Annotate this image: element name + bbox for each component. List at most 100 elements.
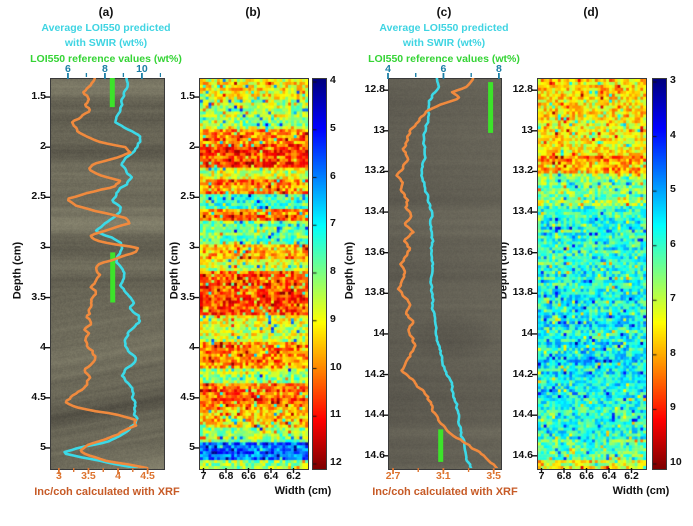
tick-b-depth: 2 (189, 140, 195, 153)
tick-d-depth: 14 (521, 326, 533, 339)
panel-c-xlabel-xrf: Inc/coh calculated with XRF (372, 486, 518, 498)
tick-b-depth: 5 (189, 440, 195, 453)
tick-d-width: 6.4 (601, 470, 617, 482)
panel-d-letter: (d) (583, 5, 599, 19)
loi550-reference-bar (438, 429, 444, 462)
axis-ticks-d (532, 89, 633, 473)
tick-c-depth: 13 (373, 123, 385, 136)
plot-overlay-c (383, 73, 500, 474)
tick-a-depth: 4.5 (31, 390, 46, 403)
loi550-reference-bar (488, 82, 494, 133)
tick-b-width: 6.8 (218, 470, 234, 482)
tick-c-depth: 14.4 (364, 408, 385, 421)
tick-b-colorbar: 8 (330, 265, 336, 277)
panel-b-xlabel-width: Width (cm) (274, 485, 332, 497)
tick-b-colorbar: 9 (330, 312, 336, 325)
predicted-loi550-line (420, 78, 473, 468)
tick-a-depth: 2 (40, 140, 46, 153)
tick-d-depth: 13.8 (512, 286, 533, 299)
tick-d-depth: 14.4 (512, 408, 533, 421)
axis-ticks-b (194, 96, 295, 473)
panel-a-letter: (a) (98, 5, 114, 19)
panel-c-title-predicted-line2: with SWIR (wt%) (402, 37, 486, 49)
tick-c-top: 6 (440, 63, 447, 75)
tick-a-top: 10 (136, 63, 148, 75)
panel-c-letter: (c) (436, 5, 452, 19)
tick-b-depth: 3 (189, 240, 195, 253)
tick-b-depth: 2.5 (180, 190, 195, 203)
plot-overlay-a (45, 73, 162, 474)
tick-c-depth: 14 (373, 326, 385, 339)
tick-c-depth: 14.6 (364, 448, 385, 461)
tick-a-depth: 1.5 (31, 90, 46, 103)
tick-d-colorbar: 9 (670, 401, 676, 414)
tick-d-colorbar: 7 (670, 292, 676, 305)
inc-coh-xrf-line (64, 78, 149, 468)
tick-a-bottom: 4.5 (140, 470, 155, 482)
tick-d-colorbar: 6 (670, 237, 676, 250)
tick-b-colorbar: 12 (330, 456, 342, 468)
plot-series-group-a (63, 78, 149, 468)
tick-d-depth: 13 (521, 123, 533, 136)
loi550-reference-bar (109, 78, 115, 108)
plot-series-group-c (395, 78, 498, 468)
tick-b-depth: 1.5 (180, 90, 195, 103)
panel-a-title-predicted-line2: with SWIR (wt%) (64, 37, 148, 49)
tick-d-depth: 13.4 (512, 205, 533, 218)
colorbar-b (312, 78, 327, 470)
tick-c-depth: 13.4 (364, 205, 385, 218)
tick-a-top: 6 (65, 63, 71, 75)
tick-a-depth: 2.5 (31, 190, 46, 203)
tick-d-depth: 13.2 (512, 164, 533, 177)
tick-a-depth: 5 (40, 440, 46, 453)
tick-d-width: 7 (538, 470, 545, 482)
tick-b-colorbar: 10 (330, 360, 342, 373)
tick-b-width: 6.2 (286, 470, 301, 482)
inc-coh-xrf-line (395, 78, 498, 468)
tick-d-depth: 12.8 (512, 83, 533, 96)
tick-d-colorbar: 4 (670, 128, 676, 141)
tick-b-depth: 4.5 (180, 390, 195, 403)
panel-a-ylabel: Depth (cm) (11, 241, 24, 300)
tick-a-top: 8 (102, 63, 108, 75)
tick-c-depth: 13.6 (364, 245, 385, 258)
heatmap-b (199, 78, 309, 470)
tick-c-top: 4 (385, 63, 391, 75)
tick-b-width: 6.4 (263, 470, 279, 482)
tick-c-depth: 12.8 (364, 83, 385, 96)
tick-b-colorbar: 5 (330, 121, 336, 134)
panel-a-title-predicted-line1: Average LOI550 predicted (41, 22, 171, 34)
panel-c-title-reference: LOI550 reference values (wt%) (368, 53, 520, 65)
panel-a-xlabel-xrf: Inc/coh calculated with XRF (34, 486, 180, 498)
tick-d-colorbar: 10 (670, 456, 682, 468)
tick-a-bottom: 3 (55, 470, 62, 482)
tick-d-depth: 14.6 (512, 448, 533, 461)
tick-d-width: 6.8 (556, 470, 572, 482)
tick-d-colorbar: 3 (670, 74, 676, 86)
panel-b-letter: (b) (245, 5, 261, 19)
tick-a-depth: 3 (40, 240, 46, 253)
tick-d-depth: 14.2 (512, 367, 533, 380)
tick-a-depth: 3.5 (31, 290, 46, 303)
loi550-reference-bar (110, 252, 116, 303)
heatmap-d (537, 78, 647, 470)
tick-b-colorbar: 11 (330, 408, 342, 421)
tick-c-depth: 13.8 (364, 286, 385, 299)
tick-c-bottom: 2.7 (385, 470, 401, 482)
predicted-loi550-line (63, 78, 142, 468)
tick-d-width: 6.6 (579, 470, 594, 482)
tick-b-width: 7 (200, 470, 207, 482)
tick-a-bottom: 4 (115, 470, 121, 482)
tick-b-colorbar: 6 (330, 169, 336, 182)
panel-a-title-reference: LOI550 reference values (wt%) (30, 53, 182, 65)
tick-c-bottom: 3.1 (436, 470, 451, 482)
tick-c-depth: 13.2 (364, 164, 385, 177)
tick-d-width: 6.2 (624, 470, 639, 482)
tick-c-depth: 14.2 (364, 367, 385, 380)
tick-d-colorbar: 8 (670, 346, 676, 359)
tick-a-bottom: 3.5 (81, 470, 96, 482)
tick-d-depth: 13.6 (512, 245, 533, 258)
tick-c-bottom: 3.5 (486, 470, 501, 482)
tick-b-colorbar: 4 (330, 74, 336, 86)
